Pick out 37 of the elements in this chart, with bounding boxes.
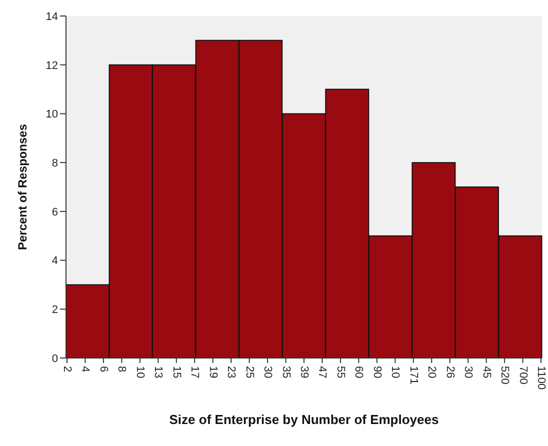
text: 30 <box>462 366 474 378</box>
text: 35 <box>280 366 292 378</box>
text: 15 <box>170 366 182 378</box>
text: 30 <box>262 366 274 378</box>
text: 39 <box>298 366 310 378</box>
text: 13 <box>152 366 164 378</box>
text: 700 <box>516 366 529 384</box>
text: 8 <box>116 366 128 372</box>
text: 60 <box>352 366 365 378</box>
text: 90 <box>370 366 383 378</box>
y-tick-label: 4 <box>52 255 58 268</box>
text: 20 <box>426 366 438 378</box>
y-tick-label: 2 <box>52 304 58 316</box>
text: 55 <box>334 366 346 378</box>
text: 26 <box>444 366 456 378</box>
text: 47 <box>316 366 328 378</box>
y-tick-label: 6 <box>52 206 58 218</box>
text: 2 <box>61 366 73 372</box>
y-tick-label: 10 <box>46 108 58 121</box>
text: 4 <box>79 366 92 372</box>
y-tick-label: 0 <box>52 352 58 365</box>
text: 23 <box>225 366 238 378</box>
text: 45 <box>480 366 492 378</box>
text: 19 <box>206 366 219 378</box>
y-tick-label: 8 <box>52 157 58 170</box>
y-tick-label: 14 <box>46 10 58 23</box>
text: 10 <box>134 366 146 378</box>
x-axis-title: Size of Enterprise by Number of Employees <box>169 412 439 427</box>
text: 171 <box>407 366 420 384</box>
text: 10 <box>389 366 402 378</box>
text: 17 <box>188 366 201 378</box>
text: 6 <box>97 366 110 372</box>
text: 25 <box>243 366 256 378</box>
text: 520 <box>498 366 511 384</box>
y-tick-label: 12 <box>46 60 58 72</box>
text: 1100 <box>535 366 547 390</box>
y-axis-title: Percent of Responses <box>15 124 30 250</box>
